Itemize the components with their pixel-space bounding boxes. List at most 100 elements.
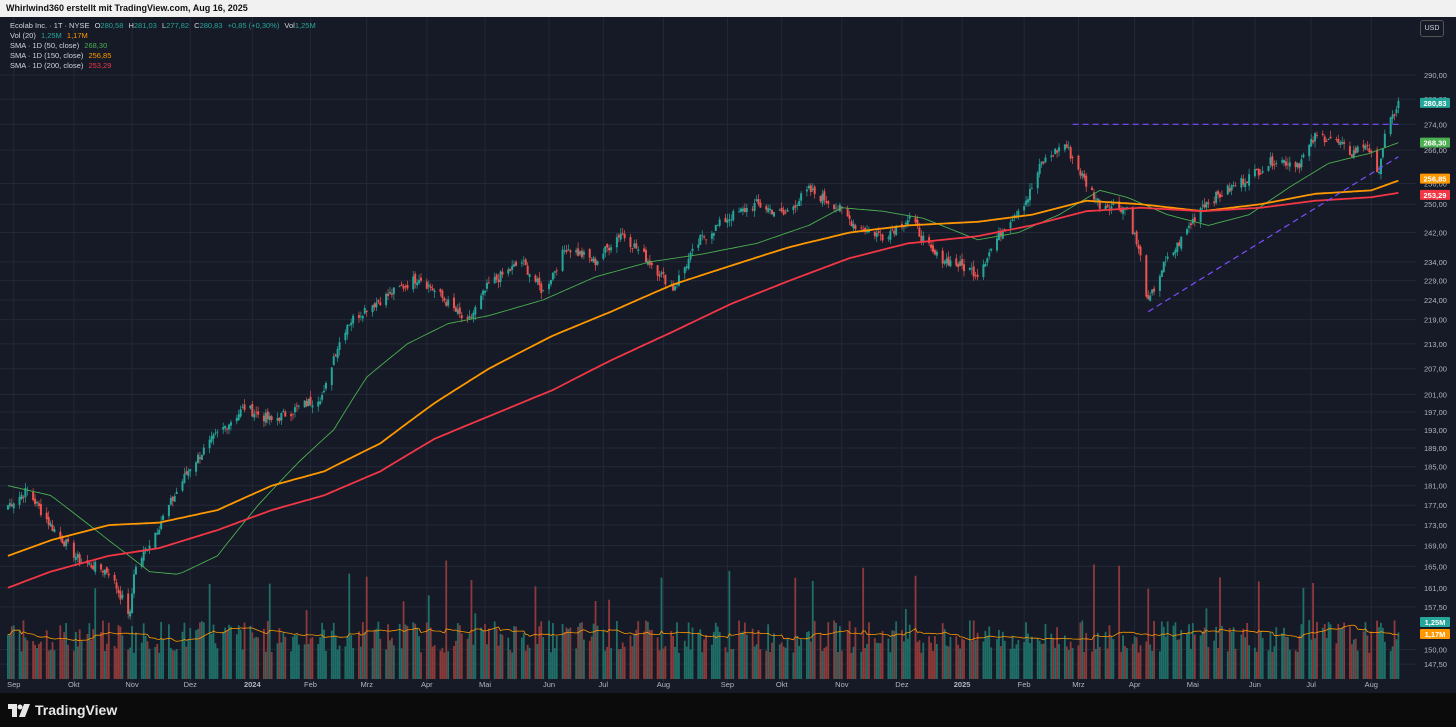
y-tick-label: 173,00 bbox=[1424, 521, 1447, 530]
candle-body bbox=[59, 531, 62, 538]
candle-body bbox=[431, 288, 434, 291]
volume-bar bbox=[759, 649, 762, 679]
volume-bar bbox=[1025, 622, 1027, 679]
volume-bar bbox=[1213, 640, 1216, 679]
support-trendline[interactable] bbox=[1147, 156, 1399, 313]
volume-bar bbox=[1286, 637, 1289, 679]
volume-bar bbox=[253, 638, 256, 679]
candle-body bbox=[132, 574, 135, 594]
candle-body bbox=[8, 503, 11, 507]
volume-bar bbox=[427, 595, 430, 679]
volume-bar bbox=[365, 576, 368, 679]
candle-body bbox=[1091, 187, 1094, 190]
candle-body bbox=[730, 219, 733, 221]
volume-pane[interactable] bbox=[7, 560, 1400, 679]
volume-bar bbox=[509, 650, 512, 679]
price-chart[interactable]: 147,50 150,00 157,50 161,00 165,00 169,00 173,… bbox=[0, 17, 1456, 693]
volume-bar bbox=[811, 580, 814, 679]
legend-sma50-row[interactable]: SMA · 1D (50, close) 268,30 bbox=[10, 41, 319, 51]
candle-body bbox=[1135, 231, 1138, 245]
candle-body bbox=[995, 238, 998, 251]
candle-body bbox=[1219, 193, 1222, 198]
volume-bar bbox=[1244, 637, 1247, 679]
sma-line-1[interactable] bbox=[7, 179, 1399, 557]
volume-bar bbox=[1158, 651, 1161, 679]
volume-bar bbox=[255, 636, 258, 679]
volume-bar bbox=[730, 649, 733, 679]
candle-body bbox=[538, 277, 541, 285]
candle-body bbox=[772, 212, 775, 217]
volume-bar bbox=[904, 608, 907, 679]
volume-bar bbox=[887, 638, 890, 679]
volume-bar bbox=[771, 642, 773, 679]
volume-bar bbox=[961, 638, 963, 679]
candle-body bbox=[1327, 138, 1330, 140]
candle-body bbox=[1065, 144, 1068, 148]
candle-body bbox=[1286, 163, 1289, 165]
sma-line-0[interactable] bbox=[7, 142, 1399, 575]
volume-bar bbox=[1254, 647, 1256, 679]
candle-body bbox=[984, 263, 987, 267]
candle-body bbox=[891, 229, 894, 231]
price-label-bg bbox=[1420, 137, 1450, 148]
sma50-label: SMA · 1D (50, close) bbox=[10, 41, 80, 50]
volume-bar bbox=[127, 649, 130, 679]
candle-body bbox=[515, 261, 518, 266]
volume-bar bbox=[412, 622, 415, 679]
volume-bar bbox=[100, 631, 102, 679]
legend-sma200-row[interactable]: SMA · 1D (200, close) 253,29 bbox=[10, 61, 319, 71]
volume-bar bbox=[270, 652, 273, 679]
candle-body bbox=[1069, 147, 1072, 159]
candle-body bbox=[1362, 144, 1365, 148]
candle-body bbox=[309, 396, 312, 405]
volume-bar bbox=[1162, 626, 1165, 679]
volume-bar bbox=[404, 624, 407, 679]
candle-body bbox=[1166, 256, 1169, 259]
volume-bar bbox=[596, 625, 599, 679]
candle-body bbox=[1378, 171, 1381, 174]
candle-body bbox=[968, 267, 971, 270]
candle-body bbox=[229, 422, 232, 426]
volume-bar bbox=[309, 638, 312, 679]
symbol-name[interactable]: Ecolab Inc. · 1T · NYSE bbox=[10, 21, 90, 30]
volume-bar bbox=[848, 621, 851, 679]
legend-volume-row[interactable]: Vol (20) 1,25M 1,17M bbox=[10, 31, 319, 41]
y-tick-label: 177,00 bbox=[1424, 501, 1447, 510]
candle-body bbox=[893, 230, 896, 234]
candle-body bbox=[37, 503, 40, 507]
candle-body bbox=[513, 264, 516, 267]
candle-body bbox=[115, 582, 118, 589]
volume-bar bbox=[1040, 644, 1043, 679]
candle-body bbox=[468, 315, 471, 319]
legend-sma150-row[interactable]: SMA · 1D (150, close) 256,85 bbox=[10, 51, 319, 61]
x-tick-label: Mai bbox=[1187, 680, 1199, 689]
volume-bar bbox=[202, 622, 205, 679]
tradingview-logo[interactable]: TradingView bbox=[8, 702, 117, 718]
volume-bar bbox=[371, 648, 374, 679]
volume-bar bbox=[336, 649, 339, 679]
candle-body bbox=[567, 249, 570, 251]
sma-line-2[interactable] bbox=[7, 191, 1399, 589]
volume-bar bbox=[583, 639, 585, 679]
volume-bar bbox=[158, 652, 161, 679]
volume-bar bbox=[323, 629, 325, 679]
sma150-value: 256,85 bbox=[88, 51, 112, 60]
candle-body bbox=[427, 284, 430, 287]
candle-body bbox=[691, 248, 694, 252]
volume-bar bbox=[45, 630, 48, 679]
volume-bar bbox=[1098, 647, 1101, 679]
volume-bar bbox=[835, 622, 837, 679]
candle-body bbox=[88, 562, 91, 565]
candle-body bbox=[753, 202, 756, 212]
volume-bar bbox=[222, 631, 225, 679]
chart-panel[interactable]: 147,50 150,00 157,50 161,00 165,00 169,00 173,… bbox=[0, 17, 1456, 693]
volume-bar bbox=[1009, 648, 1012, 679]
candles[interactable] bbox=[6, 97, 1400, 620]
volume-bar bbox=[740, 632, 742, 679]
volume-bar bbox=[472, 644, 475, 679]
volume-bar bbox=[439, 650, 442, 679]
candle-body bbox=[456, 309, 459, 314]
candle-body bbox=[237, 414, 240, 420]
currency-button[interactable]: USD bbox=[1420, 20, 1444, 37]
volume-bar bbox=[284, 636, 287, 679]
